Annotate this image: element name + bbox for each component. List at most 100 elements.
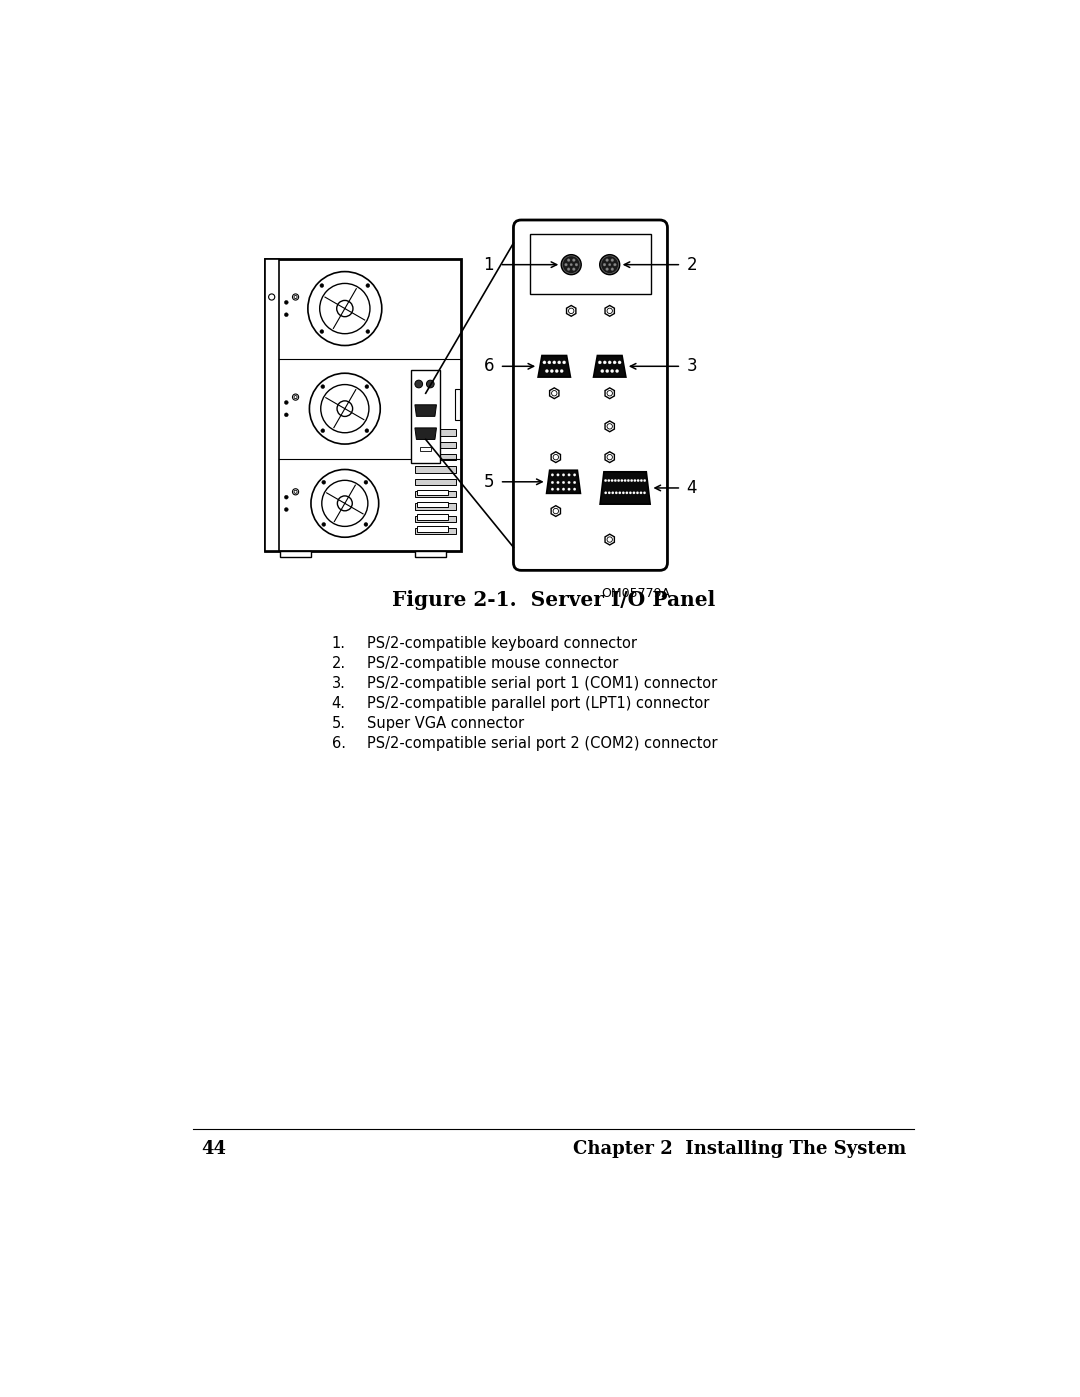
Text: Figure 2-1.  Server I/O Panel: Figure 2-1. Server I/O Panel — [392, 591, 715, 610]
Circle shape — [293, 489, 299, 495]
Circle shape — [568, 474, 570, 476]
Circle shape — [321, 384, 369, 433]
Bar — [417, 502, 448, 507]
Text: 3: 3 — [687, 358, 698, 376]
Text: 6: 6 — [484, 358, 495, 376]
Bar — [417, 489, 448, 495]
Polygon shape — [605, 306, 615, 316]
Circle shape — [600, 256, 619, 274]
Circle shape — [627, 479, 630, 482]
Circle shape — [611, 492, 615, 495]
Circle shape — [555, 369, 558, 373]
Circle shape — [605, 492, 607, 495]
Circle shape — [637, 479, 639, 482]
Text: 3.: 3. — [332, 676, 346, 692]
Circle shape — [600, 369, 604, 373]
Circle shape — [364, 522, 368, 527]
Bar — [265, 258, 279, 550]
Circle shape — [621, 479, 623, 482]
Circle shape — [284, 300, 288, 305]
Circle shape — [608, 360, 611, 365]
Circle shape — [575, 263, 578, 265]
Text: 1: 1 — [484, 256, 495, 274]
Circle shape — [293, 394, 299, 400]
Circle shape — [622, 492, 624, 495]
Text: 6.: 6. — [332, 736, 346, 752]
Circle shape — [610, 369, 613, 373]
Bar — [280, 550, 311, 557]
Bar — [415, 454, 456, 460]
Circle shape — [573, 481, 576, 483]
Circle shape — [321, 429, 325, 433]
Circle shape — [322, 481, 326, 485]
Circle shape — [563, 474, 565, 476]
Circle shape — [613, 263, 617, 265]
Bar — [415, 429, 456, 436]
Circle shape — [556, 488, 559, 490]
Polygon shape — [594, 355, 626, 377]
Circle shape — [337, 300, 353, 317]
Polygon shape — [605, 534, 615, 545]
Circle shape — [568, 488, 570, 490]
Polygon shape — [415, 405, 436, 416]
Circle shape — [321, 384, 325, 388]
Circle shape — [551, 481, 554, 483]
Polygon shape — [415, 427, 436, 440]
Circle shape — [615, 492, 618, 495]
Circle shape — [551, 474, 554, 476]
Circle shape — [565, 263, 567, 265]
Circle shape — [553, 509, 558, 514]
Text: PS/2-compatible serial port 1 (COM1) connector: PS/2-compatible serial port 1 (COM1) con… — [367, 676, 717, 692]
Circle shape — [640, 479, 643, 482]
Text: 44: 44 — [201, 1140, 226, 1158]
Text: PS/2-compatible mouse connector: PS/2-compatible mouse connector — [367, 655, 619, 671]
Bar — [415, 528, 456, 534]
Polygon shape — [546, 471, 580, 493]
Circle shape — [607, 309, 612, 313]
Circle shape — [365, 429, 368, 433]
Bar — [411, 370, 441, 462]
Circle shape — [608, 264, 611, 265]
Text: 5: 5 — [484, 472, 495, 490]
Circle shape — [556, 481, 559, 483]
Circle shape — [618, 360, 621, 365]
Circle shape — [611, 268, 613, 271]
Bar — [265, 258, 461, 550]
Circle shape — [284, 507, 288, 511]
Bar — [415, 467, 456, 472]
Bar — [415, 479, 456, 485]
Circle shape — [553, 454, 558, 460]
Circle shape — [563, 488, 565, 490]
Circle shape — [570, 264, 572, 265]
Polygon shape — [551, 506, 561, 517]
Circle shape — [607, 454, 612, 460]
Circle shape — [551, 488, 554, 490]
Text: 4.: 4. — [332, 696, 346, 711]
Circle shape — [308, 271, 382, 345]
Bar — [415, 441, 456, 448]
Circle shape — [573, 488, 576, 490]
Circle shape — [320, 284, 370, 334]
Bar — [417, 527, 448, 532]
Circle shape — [607, 423, 612, 429]
Circle shape — [284, 401, 288, 404]
Circle shape — [607, 536, 612, 542]
Circle shape — [563, 360, 566, 365]
Polygon shape — [605, 388, 615, 398]
Polygon shape — [550, 388, 559, 398]
Polygon shape — [600, 472, 650, 504]
Circle shape — [551, 369, 553, 373]
Bar — [420, 447, 431, 451]
Circle shape — [631, 479, 633, 482]
Bar — [415, 490, 456, 497]
Circle shape — [615, 479, 617, 482]
Bar — [417, 514, 448, 520]
Circle shape — [605, 479, 607, 482]
Bar — [415, 515, 456, 522]
Text: PS/2-compatible keyboard connector: PS/2-compatible keyboard connector — [367, 636, 637, 651]
Circle shape — [563, 481, 565, 483]
Circle shape — [320, 284, 324, 288]
Circle shape — [557, 360, 561, 365]
Bar — [415, 503, 456, 510]
Circle shape — [572, 268, 576, 271]
